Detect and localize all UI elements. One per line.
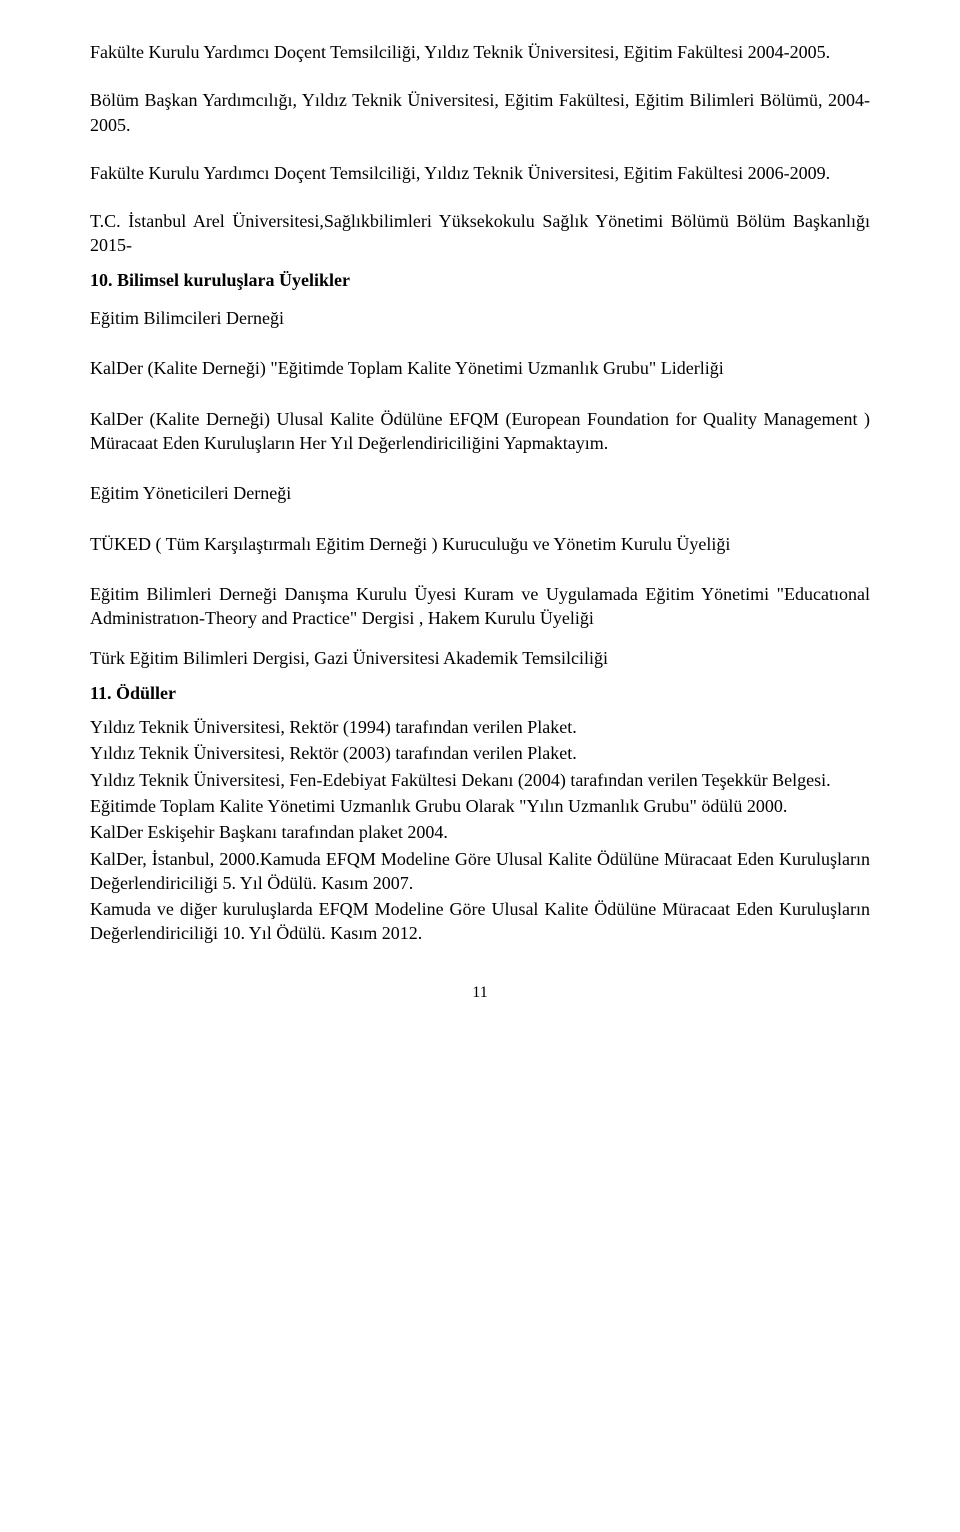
paragraph: Eğitim Bilimleri Derneği Danışma Kurulu …	[90, 582, 870, 631]
paragraph: Eğitim Yöneticileri Derneği	[90, 481, 870, 505]
paragraph: Eğitim Bilimcileri Derneği	[90, 306, 870, 330]
paragraph: Bölüm Başkan Yardımcılığı, Yıldız Teknik…	[90, 88, 870, 137]
paragraph: T.C. İstanbul Arel Üniversitesi,Sağlıkbi…	[90, 209, 870, 258]
award-line: Yıldız Teknik Üniversitesi, Fen-Edebiyat…	[90, 768, 870, 792]
paragraph: KalDer (Kalite Derneği) Ulusal Kalite Öd…	[90, 407, 870, 456]
page-number: 11	[90, 982, 870, 1004]
award-line: KalDer, İstanbul, 2000.Kamuda EFQM Model…	[90, 847, 870, 896]
paragraph: TÜKED ( Tüm Karşılaştırmalı Eğitim Derne…	[90, 532, 870, 556]
paragraph: Türk Eğitim Bilimleri Dergisi, Gazi Üniv…	[90, 646, 870, 670]
award-line: Eğitimde Toplam Kalite Yönetimi Uzmanlık…	[90, 794, 870, 818]
award-line: Kamuda ve diğer kuruluşlarda EFQM Modeli…	[90, 897, 870, 946]
award-line: Yıldız Teknik Üniversitesi, Rektör (2003…	[90, 741, 870, 765]
award-line: KalDer Eskişehir Başkanı tarafından plak…	[90, 820, 870, 844]
section-heading-10: 10. Bilimsel kuruluşlara Üyelikler	[90, 268, 870, 292]
paragraph: KalDer (Kalite Derneği) "Eğitimde Toplam…	[90, 356, 870, 380]
paragraph: Fakülte Kurulu Yardımcı Doçent Temsilcil…	[90, 161, 870, 185]
awards-list: Yıldız Teknik Üniversitesi, Rektör (1994…	[90, 715, 870, 946]
section-heading-11: 11. Ödüller	[90, 681, 870, 705]
award-line: Yıldız Teknik Üniversitesi, Rektör (1994…	[90, 715, 870, 739]
paragraph: Fakülte Kurulu Yardımcı Doçent Temsilcil…	[90, 40, 870, 64]
